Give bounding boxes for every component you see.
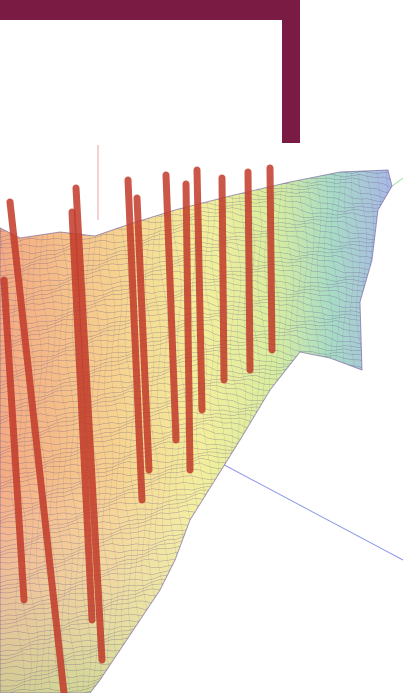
3d-model-canvas[interactable] xyxy=(0,140,403,693)
well-cylinder xyxy=(193,166,206,414)
3d-viewport[interactable] xyxy=(0,140,403,693)
well-cylinder xyxy=(162,171,180,444)
well-cylinder xyxy=(0,276,28,604)
well-cylinder xyxy=(72,184,106,664)
frame-right-bar xyxy=(282,0,300,143)
mesh-strand-line xyxy=(380,170,392,691)
mesh-strand-line xyxy=(119,170,144,691)
well-cylinder xyxy=(218,174,228,384)
mesh-strand-line xyxy=(390,170,392,691)
well-cylinder xyxy=(6,198,68,693)
axis-x-line xyxy=(214,459,403,561)
frame-top-bar xyxy=(0,0,300,20)
mesh-contour-line xyxy=(0,141,400,167)
well-cylinder xyxy=(133,194,153,474)
wells-group xyxy=(0,164,276,693)
well-cylinder xyxy=(244,168,254,374)
mesh-strand-line xyxy=(112,170,137,691)
well-cylinder xyxy=(68,208,96,624)
well-cylinder xyxy=(266,164,276,354)
well-cylinder xyxy=(124,176,146,504)
mesh-contour-line xyxy=(0,140,400,164)
well-cylinder xyxy=(182,180,194,474)
mesh-strand-line xyxy=(397,140,403,690)
